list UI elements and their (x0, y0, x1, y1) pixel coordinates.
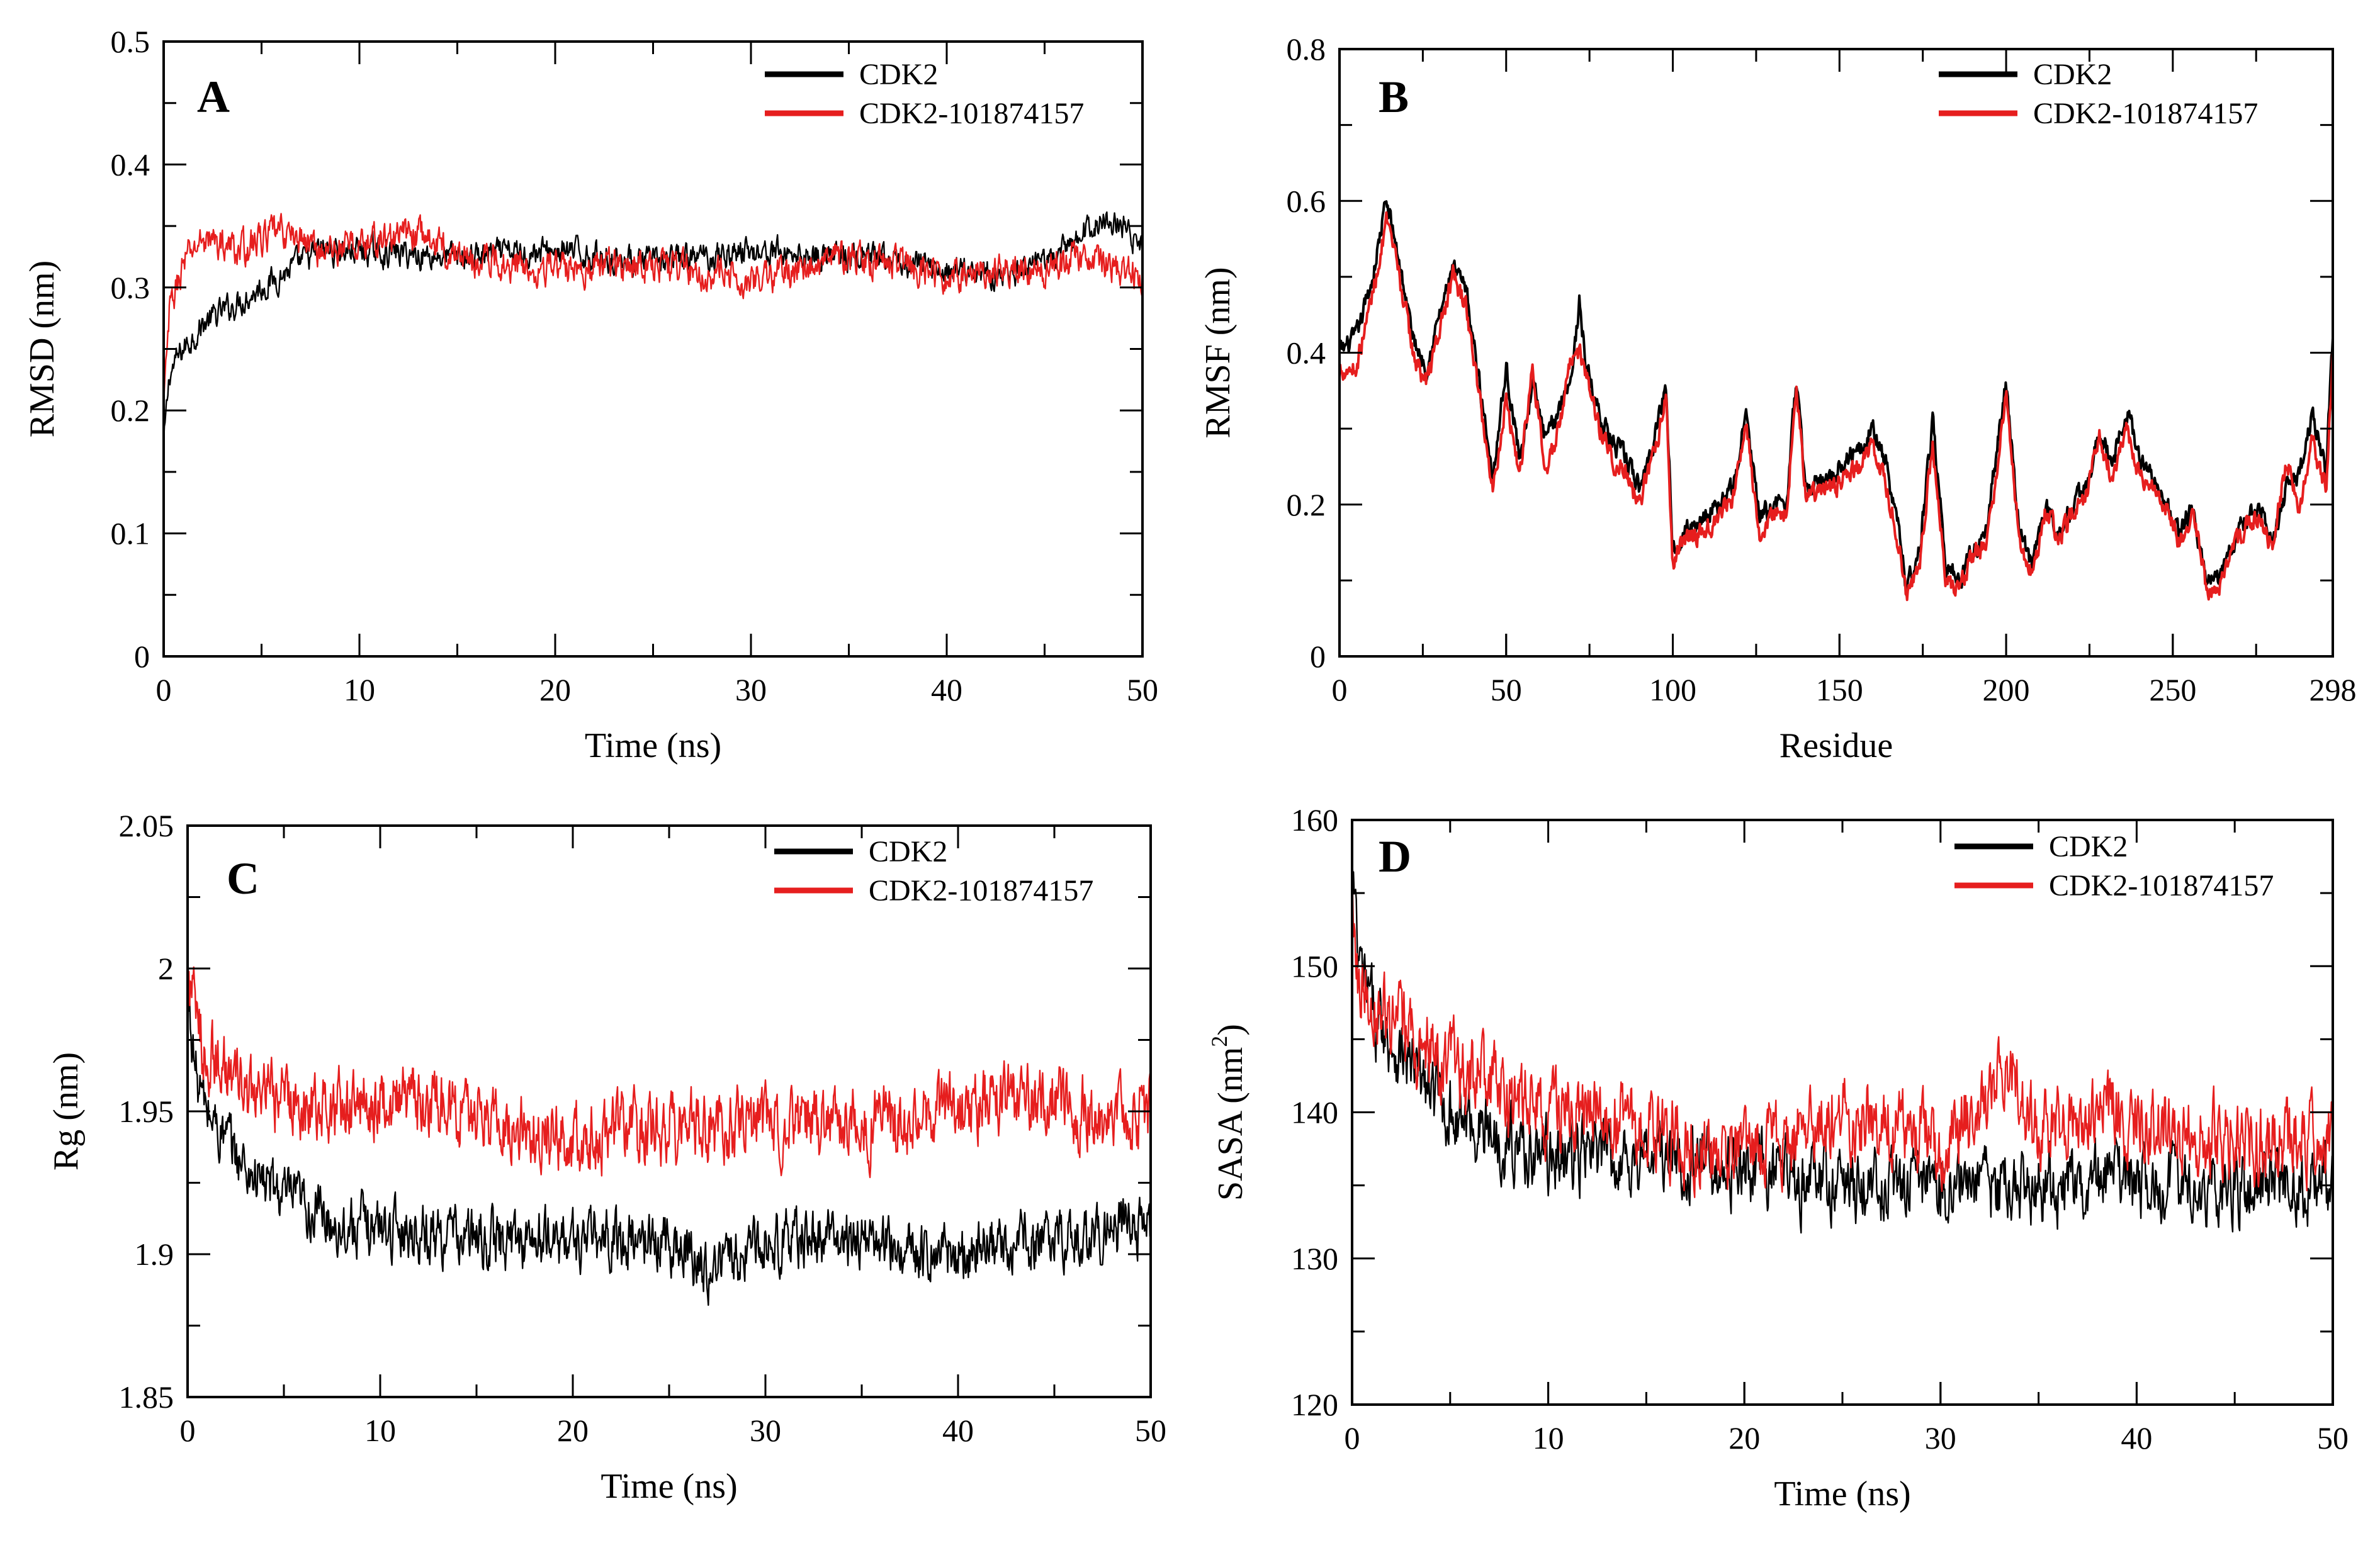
x-tick-label: 30 (750, 1413, 781, 1448)
y-tick-label: 0.2 (1287, 487, 1326, 522)
y-axis-label: SASA (nm2) (1207, 1024, 1250, 1201)
x-axis-label: Time (ns) (1774, 1474, 1910, 1513)
x-tick-label: 20 (539, 672, 571, 707)
series-line-cdk2 (164, 211, 1142, 445)
y-tick-label: 130 (1291, 1241, 1338, 1276)
x-tick-label: 0 (156, 672, 172, 707)
panel-letter: D (1379, 831, 1411, 882)
chart-panel-a: 0 10 20 30 40 50 0 0.1 0.2 0.3 0.4 0.5 Time (ns) RMSD… (23, 24, 1158, 765)
plot-frame (1338, 48, 2334, 658)
y-axis-label: Rg (nm) (47, 1052, 86, 1170)
y-tick-label: 0.3 (111, 270, 150, 305)
y-tick-label: 0.4 (111, 147, 150, 182)
legend-label-cdk2-101874157: CDK2-101874157 (859, 97, 1084, 130)
x-tick-label: 0 (180, 1413, 196, 1448)
panel-letter: C (227, 853, 259, 904)
series-line-cdk2-101874157 (1352, 862, 2333, 1198)
series-line-cdk2 (1352, 850, 2333, 1234)
y-tick-label: 150 (1291, 948, 1338, 984)
y-tick-label: 1.9 (135, 1237, 174, 1272)
series-line-cdk2-101874157 (1339, 211, 2333, 602)
x-tick-label: 0 (1332, 672, 1348, 707)
y-tick-label: 1.95 (119, 1094, 174, 1129)
chart-panel-b: 0 50 100 150 200 250 298 0 0.2 0.4 0.6 0.8 Residue RM… (1198, 31, 2357, 765)
y-tick-label: 0 (134, 639, 150, 674)
x-tick-label: 10 (1533, 1420, 1564, 1456)
x-tick-label: 40 (931, 672, 962, 707)
panel-letter: B (1379, 72, 1409, 122)
legend-label-cdk2: CDK2 (2033, 58, 2112, 91)
x-tick-label: 50 (1491, 672, 1522, 707)
y-tick-label: 2.05 (119, 808, 174, 843)
y-axis-label: RMSF (nm) (1198, 267, 1238, 438)
x-tick-label: 100 (1649, 672, 1696, 707)
x-axis-label: Time (ns) (601, 1467, 737, 1506)
y-axis-label-close: ) (1211, 1024, 1250, 1036)
x-tick-label: 20 (557, 1413, 589, 1448)
y-tick-label: 0.5 (111, 24, 150, 59)
x-tick-label: 0 (1345, 1420, 1360, 1456)
plot-frame (162, 40, 1144, 658)
y-tick-label: 140 (1291, 1095, 1338, 1130)
y-tick-label: 160 (1291, 802, 1338, 838)
x-tick-label: 150 (1816, 672, 1863, 707)
x-tick-label: 40 (2121, 1420, 2152, 1456)
series-line-cdk2 (188, 987, 1151, 1306)
x-tick-label: 30 (1925, 1420, 1956, 1456)
x-tick-label: 10 (344, 672, 375, 707)
x-tick-label: 50 (2317, 1420, 2349, 1456)
y-tick-label: 1.85 (119, 1379, 174, 1415)
chart-panel-c: 0 10 20 30 40 50 1.85 1.9 1.95 2 2.05 Time (ns) Rg (… (47, 808, 1166, 1506)
legend-label-cdk2-101874157: CDK2-101874157 (2049, 869, 2274, 902)
x-tick-label: 10 (364, 1413, 396, 1448)
chart-panel-d: 0 10 20 30 40 50 120 130 140 150 160 Time (ns) SASA … (1207, 802, 2349, 1513)
legend-label-cdk2: CDK2 (869, 835, 947, 868)
x-tick-label: 20 (1729, 1420, 1760, 1456)
panel-letter: A (197, 72, 230, 122)
x-tick-label: 30 (735, 672, 767, 707)
y-tick-label: 0.2 (111, 393, 150, 428)
legend-label-cdk2-101874157: CDK2-101874157 (869, 874, 1093, 907)
y-axis-label: RMSD (nm) (23, 261, 62, 438)
x-tick-label: 200 (1983, 672, 2030, 707)
legend-label-cdk2-101874157: CDK2-101874157 (2033, 97, 2258, 130)
legend-label-cdk2: CDK2 (2049, 830, 2128, 863)
y-tick-label: 0.6 (1287, 183, 1326, 218)
x-tick-label: 250 (2149, 672, 2196, 707)
x-tick-label: 298 (2310, 672, 2357, 707)
x-tick-label: 40 (942, 1413, 974, 1448)
series-line-cdk2-101874157 (164, 213, 1142, 407)
series-line-cdk2-101874157 (188, 956, 1151, 1179)
y-tick-label: 0.1 (111, 516, 150, 551)
x-tick-label: 50 (1135, 1413, 1166, 1448)
y-tick-label: 0.4 (1287, 335, 1326, 371)
y-tick-label: 0.8 (1287, 31, 1326, 67)
x-axis-label: Time (ns) (585, 726, 721, 765)
y-tick-label: 120 (1291, 1387, 1338, 1422)
x-axis-label: Residue (1779, 726, 1893, 765)
x-tick-label: 50 (1127, 672, 1158, 707)
y-axis-label-superscript: 2 (1207, 1036, 1232, 1047)
legend-label-cdk2: CDK2 (859, 58, 938, 91)
y-tick-label: 0 (1310, 639, 1326, 674)
y-tick-label: 2 (158, 951, 174, 986)
